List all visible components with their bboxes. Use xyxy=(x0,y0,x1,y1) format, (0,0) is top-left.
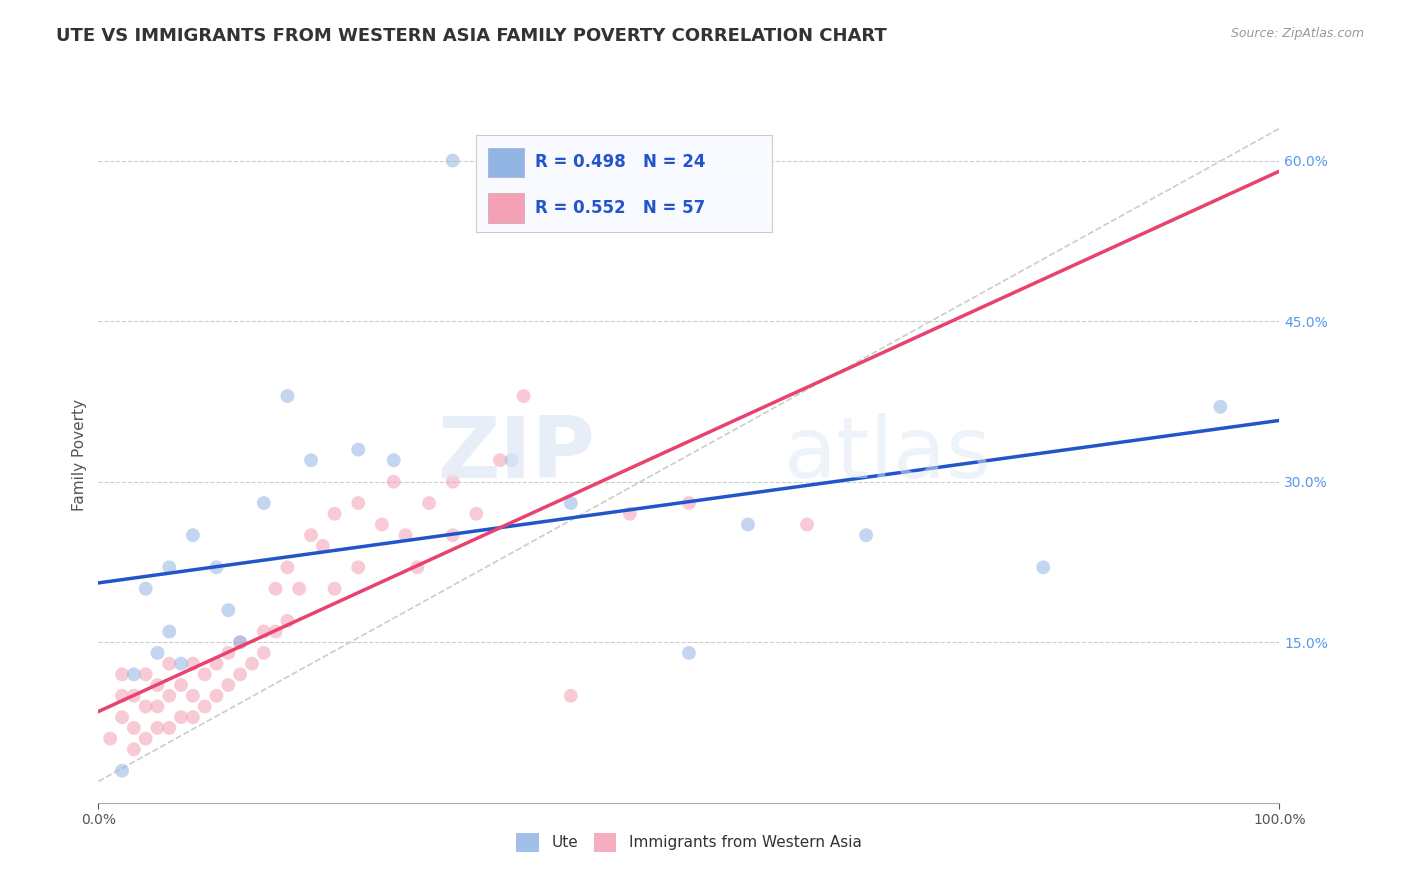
Point xyxy=(146,678,169,692)
Point xyxy=(135,699,157,714)
Point xyxy=(122,742,145,756)
Point xyxy=(441,153,464,168)
Text: atlas: atlas xyxy=(783,413,991,497)
Point xyxy=(157,624,180,639)
Point xyxy=(276,389,298,403)
Point xyxy=(347,442,370,457)
Point xyxy=(276,614,298,628)
Point xyxy=(1209,400,1232,414)
Point xyxy=(501,453,523,467)
Point xyxy=(157,657,180,671)
Point xyxy=(170,657,193,671)
Point xyxy=(347,560,370,574)
Point xyxy=(678,646,700,660)
Point xyxy=(465,507,488,521)
Point xyxy=(253,496,276,510)
Point xyxy=(229,635,252,649)
Point xyxy=(205,657,228,671)
Point xyxy=(441,475,464,489)
Point xyxy=(122,721,145,735)
Point xyxy=(489,453,512,467)
Point xyxy=(181,528,204,542)
Point xyxy=(560,496,582,510)
Point xyxy=(276,560,298,574)
Point xyxy=(181,657,204,671)
Y-axis label: Family Poverty: Family Poverty xyxy=(72,399,87,511)
Point xyxy=(560,689,582,703)
Point xyxy=(299,528,322,542)
Point xyxy=(394,528,416,542)
Point xyxy=(122,689,145,703)
Point xyxy=(122,667,145,681)
Point xyxy=(323,507,346,521)
Point xyxy=(323,582,346,596)
Point xyxy=(111,710,134,724)
Point xyxy=(98,731,121,746)
Text: ZIP: ZIP xyxy=(437,413,595,497)
Point xyxy=(217,646,239,660)
Point xyxy=(796,517,818,532)
Point xyxy=(135,667,157,681)
Point xyxy=(441,528,464,542)
Point xyxy=(619,507,641,521)
Point xyxy=(217,603,239,617)
Point xyxy=(855,528,877,542)
Point xyxy=(111,764,134,778)
Point xyxy=(146,699,169,714)
Legend: Ute, Immigrants from Western Asia: Ute, Immigrants from Western Asia xyxy=(510,827,868,858)
Point xyxy=(253,646,276,660)
Point xyxy=(312,539,335,553)
Point xyxy=(264,624,287,639)
Point xyxy=(737,517,759,532)
Point xyxy=(205,560,228,574)
Point xyxy=(146,721,169,735)
Point xyxy=(157,689,180,703)
Point xyxy=(157,560,180,574)
Point xyxy=(146,646,169,660)
Point xyxy=(111,667,134,681)
Point xyxy=(181,689,204,703)
Point xyxy=(135,731,157,746)
Point xyxy=(253,624,276,639)
Point xyxy=(264,582,287,596)
Point xyxy=(1032,560,1054,574)
Point xyxy=(194,667,217,681)
Point xyxy=(194,699,217,714)
Point xyxy=(181,710,204,724)
Point xyxy=(111,689,134,703)
Point xyxy=(170,678,193,692)
Point xyxy=(240,657,263,671)
Text: Source: ZipAtlas.com: Source: ZipAtlas.com xyxy=(1230,27,1364,40)
Point xyxy=(418,496,440,510)
Point xyxy=(382,453,405,467)
Point xyxy=(217,678,239,692)
Point xyxy=(229,635,252,649)
Point xyxy=(157,721,180,735)
Point xyxy=(512,389,534,403)
Text: UTE VS IMMIGRANTS FROM WESTERN ASIA FAMILY POVERTY CORRELATION CHART: UTE VS IMMIGRANTS FROM WESTERN ASIA FAMI… xyxy=(56,27,887,45)
Point xyxy=(382,475,405,489)
Point xyxy=(347,496,370,510)
Point xyxy=(135,582,157,596)
Point xyxy=(170,710,193,724)
Point xyxy=(371,517,394,532)
Point xyxy=(678,496,700,510)
Point xyxy=(229,667,252,681)
Point xyxy=(205,689,228,703)
Point xyxy=(406,560,429,574)
Point xyxy=(299,453,322,467)
Point xyxy=(288,582,311,596)
